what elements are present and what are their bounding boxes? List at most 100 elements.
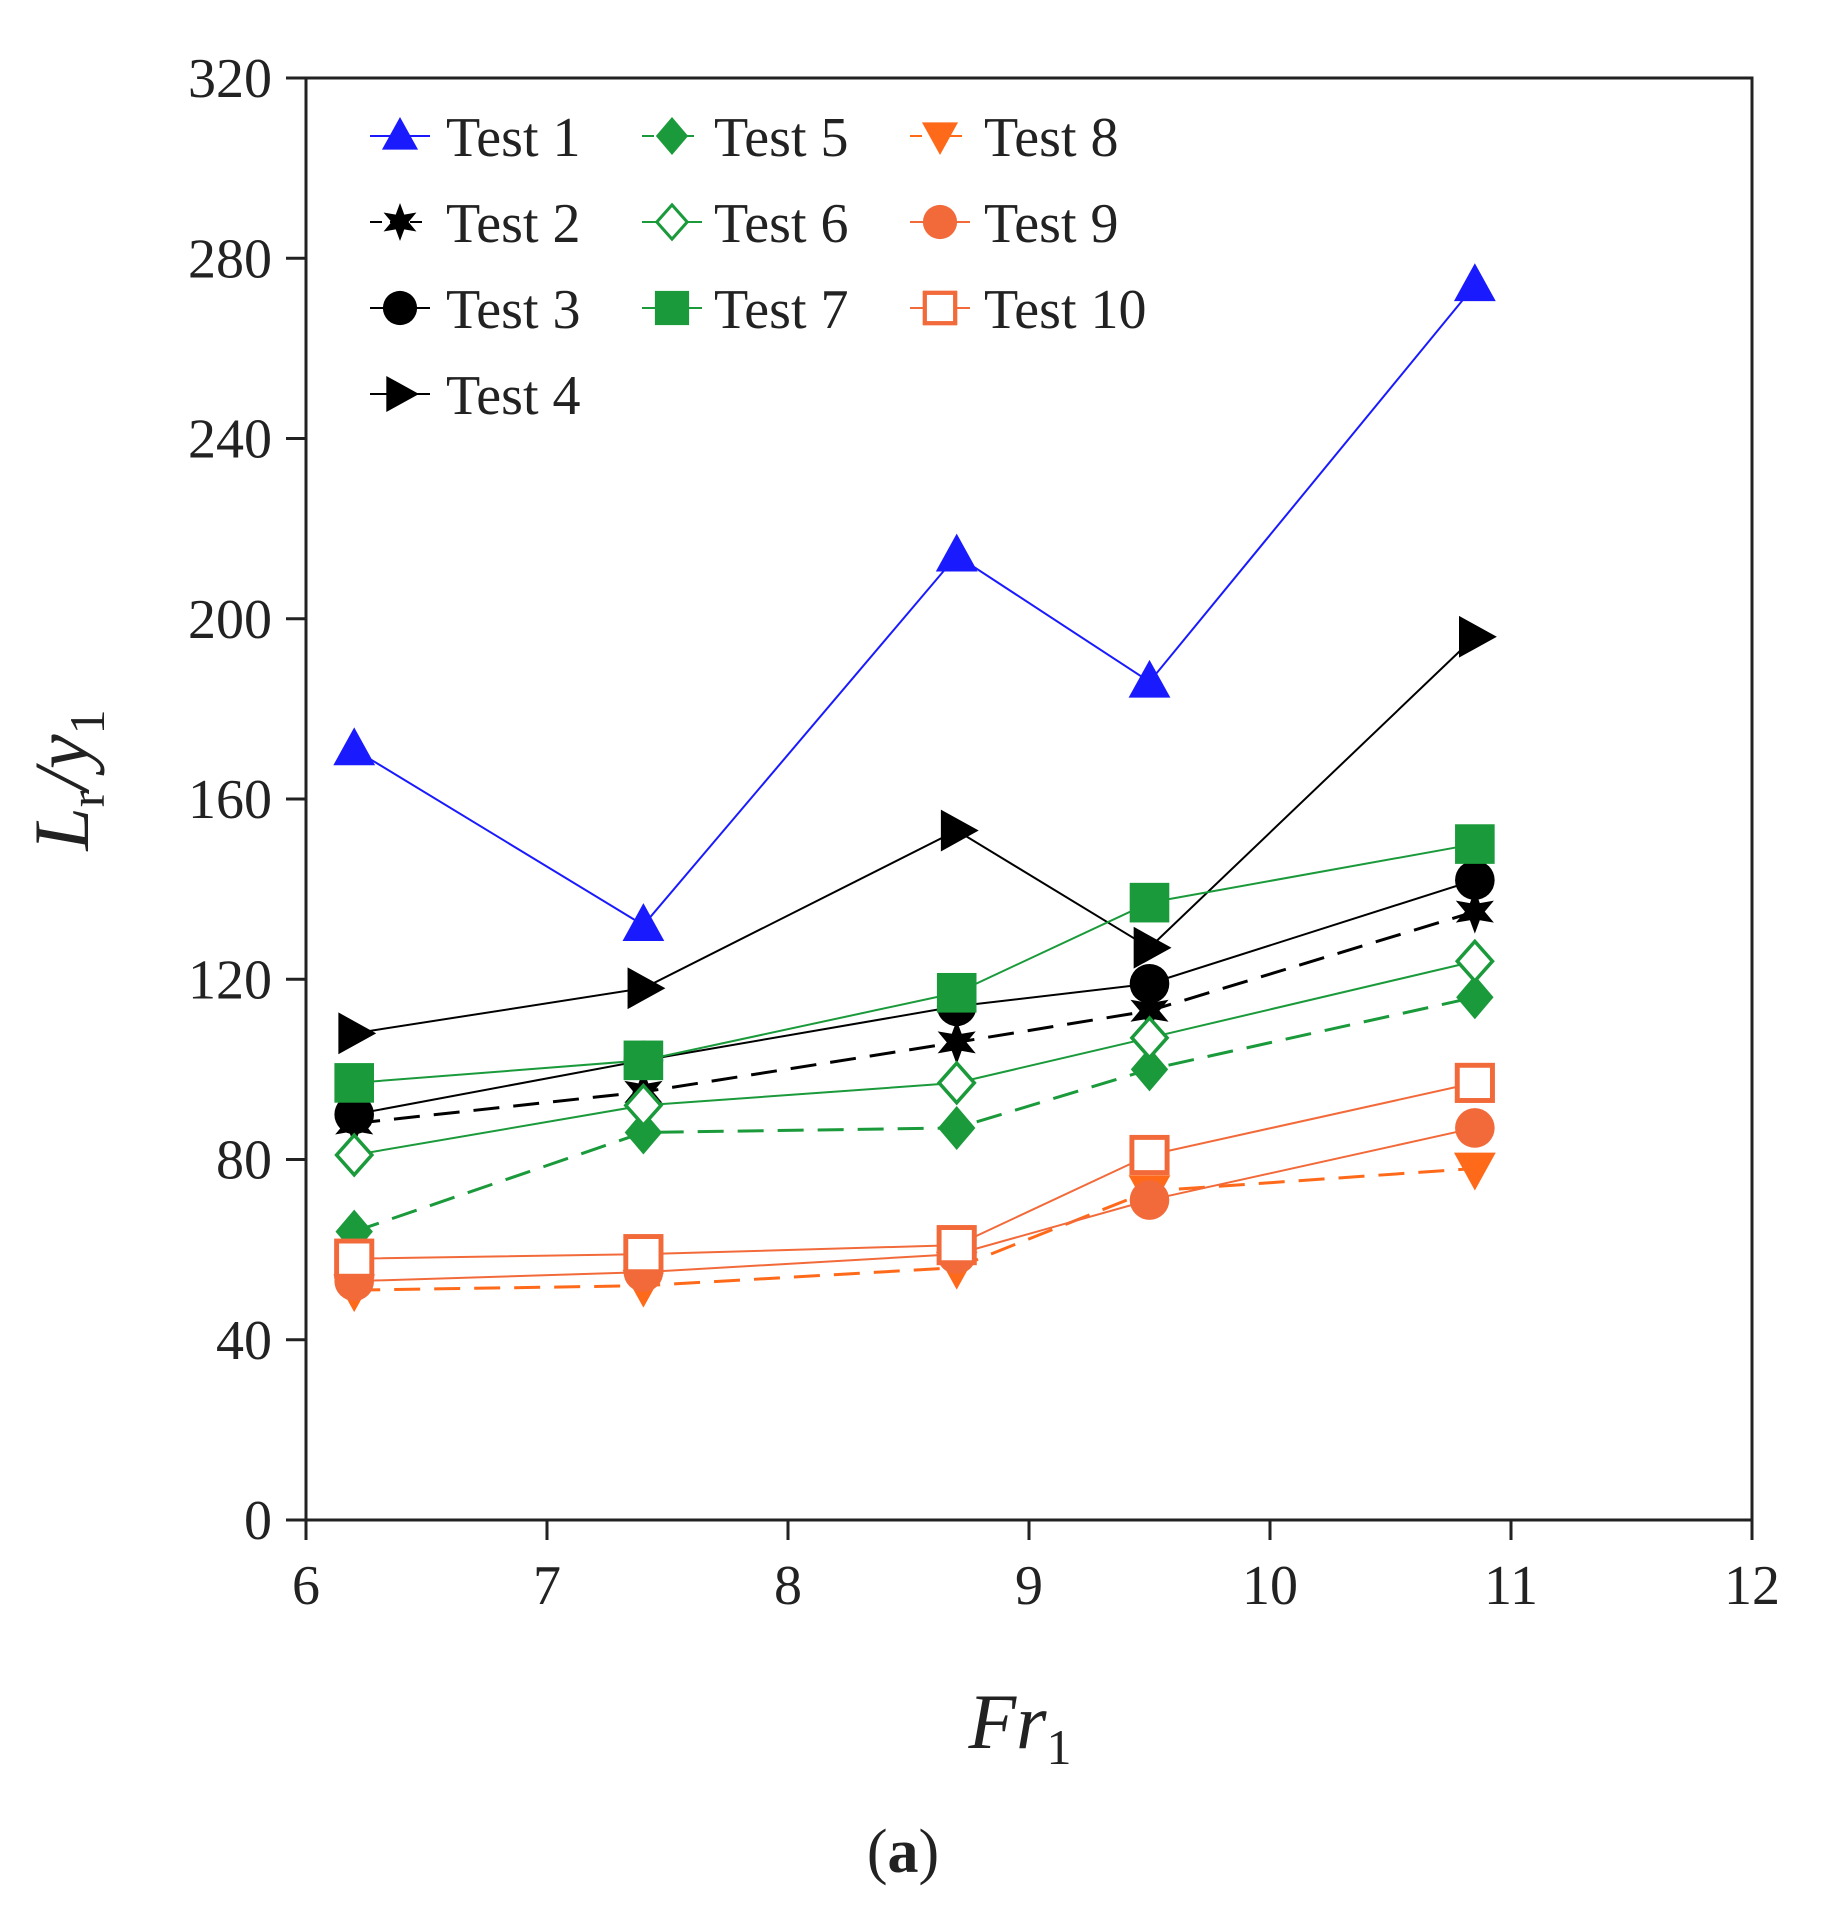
legend-item: Test 9 [910,193,1119,255]
data-point [940,809,979,852]
data-point [1455,889,1494,934]
series-line [354,879,1476,1116]
series-line [354,960,1476,1156]
legend-label: Test 2 [446,193,581,255]
legend-label: Test 1 [446,107,581,169]
legend-item: Test 4 [370,365,581,427]
y-tick-label: 160 [188,769,272,831]
data-point [623,1082,664,1128]
data-point [1454,1062,1495,1103]
data-point [1453,263,1496,302]
panel-label: (a) [867,1818,939,1886]
legend-item: Test 7 [642,279,849,341]
legend-marker [654,290,690,326]
y-tick-label: 0 [244,1490,272,1552]
y-tick-label: 40 [216,1310,272,1372]
legend-item: Test 5 [642,107,849,169]
data-point [936,1060,977,1106]
y-tick-label: 280 [188,228,272,290]
x-tick-label: 8 [774,1555,802,1617]
data-point [627,967,666,1010]
legend-marker [381,117,419,150]
series-line [354,1081,1476,1260]
x-tick-label: 6 [292,1555,320,1617]
legend-label: Test 6 [714,193,849,255]
data-point [1133,926,1172,969]
y-tick-label: 200 [188,589,272,651]
series-6 [334,938,1495,1178]
data-point [1455,860,1495,900]
legend-marker [922,204,958,240]
data-point [1454,938,1495,984]
x-tick-label: 9 [1015,1555,1043,1617]
legend-item: Test 2 [370,193,581,255]
legend: Test 1 Test 2 Test 3 Test 4 Test 5 Test 6 Test… [370,107,1147,427]
legend-marker [654,202,690,242]
data-point [1455,1108,1495,1148]
data-point [334,1132,375,1178]
series-layer [333,263,1497,1313]
data-point [1455,824,1495,864]
x-tick-label: 11 [1484,1555,1538,1617]
series-4 [338,615,1497,1055]
data-point [334,1238,375,1279]
legend-item: Test 3 [370,279,581,341]
panel-label-open: ( [867,1818,888,1886]
series-2 [335,889,1494,1146]
y-axis-title-sub-y: 1 [59,709,115,734]
legend-marker [922,290,958,326]
legend-label: Test 9 [984,193,1119,255]
data-point [624,1110,663,1155]
data-point [936,972,977,1013]
data-point [1129,1134,1170,1176]
y-axis-title: Lr/y1 [18,709,115,851]
y-tick-label: 120 [188,949,272,1011]
data-point [1459,615,1497,658]
data-point [338,1012,377,1055]
legend-marker [386,375,419,413]
data-point [1453,1152,1496,1191]
data-point [1130,1047,1169,1092]
data-point [623,1234,664,1275]
series-1 [333,263,1496,942]
data-point [937,1020,976,1065]
y-axis-title-sub-main: r [59,790,115,807]
y-tick-label: 80 [216,1130,272,1192]
x-tick-label: 7 [533,1555,561,1617]
data-point [623,1040,664,1081]
x-axis-title-sub: 1 [1047,1719,1072,1775]
data-point [1129,963,1170,1004]
x-axis-title-main: Fr [968,1678,1048,1765]
series-line [354,910,1476,1125]
legend-item: Test 10 [910,279,1147,341]
series-10 [334,1062,1495,1279]
data-point [1129,1180,1170,1220]
y-axis-title-main: L [18,807,105,851]
legend-marker [382,290,418,326]
legend-label: Test 4 [446,365,581,427]
legend-item: Test 6 [642,193,849,255]
series-line [354,1126,1476,1283]
panel-label-letter: a [888,1818,919,1886]
x-tick-label: 10 [1242,1555,1298,1617]
data-point [622,903,665,942]
data-point [334,1063,374,1103]
y-tick-label: 240 [188,409,272,471]
x-axis-title: Fr1 [968,1678,1072,1775]
data-point [938,1105,976,1150]
data-point [334,1094,375,1135]
panel-label-close: ) [919,1818,940,1886]
data-point [1128,659,1171,698]
data-point [1130,988,1169,1033]
data-point [936,1225,977,1266]
data-point [1129,882,1170,923]
axes: 0 40 80 120 160 200 240 280 320 6 7 8 9 10 11 12 [188,48,1780,1617]
legend-label: Test 7 [714,279,849,341]
legend-marker [383,203,417,241]
series-line [353,995,1476,1234]
legend-item: Test 1 [370,107,581,169]
series-9 [334,1108,1495,1301]
legend-label: Test 10 [984,279,1147,341]
series-line [354,1167,1475,1292]
